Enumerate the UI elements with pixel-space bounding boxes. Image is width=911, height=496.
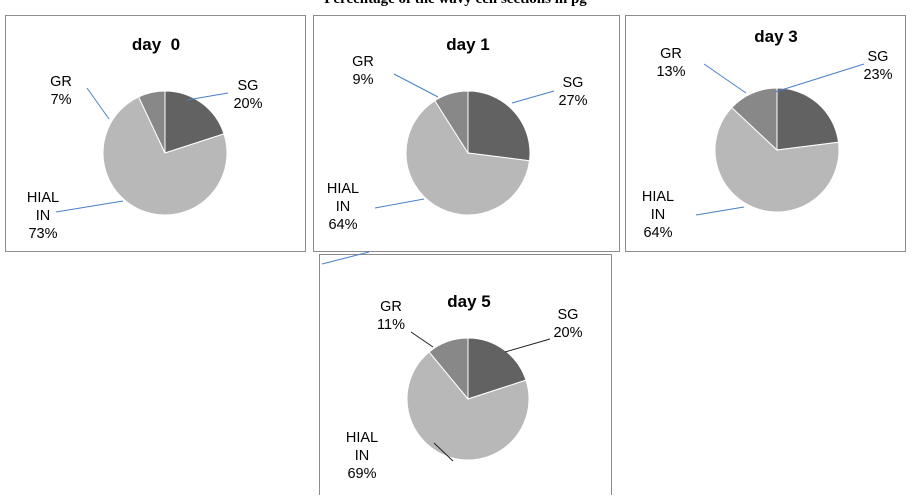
leader-line-hialin xyxy=(55,200,124,213)
data-label-hialin: HIAL IN 69% xyxy=(346,430,378,482)
pie-slice-sg xyxy=(467,337,527,400)
data-label-sg-line: 20% xyxy=(553,325,582,341)
data-label-gr: GR 9% xyxy=(352,54,374,88)
leader-line-hialin xyxy=(695,206,745,216)
leader-line-gr xyxy=(703,63,747,94)
data-label-gr-line: GR xyxy=(660,46,682,62)
data-label-hialin-line: IN xyxy=(336,199,351,215)
data-label-sg-line: SG xyxy=(563,75,584,91)
figure-title: Percentage of the wavy cell sections in … xyxy=(0,0,911,8)
leader-line-hialin xyxy=(433,442,454,462)
pie-slice-gr xyxy=(434,90,469,155)
data-label-sg-line: 27% xyxy=(558,93,587,109)
data-label-gr-line: 11% xyxy=(377,317,405,333)
leader-line-gr xyxy=(393,73,439,98)
leader-line-sg xyxy=(504,338,551,353)
data-label-gr-line: 13% xyxy=(656,64,685,80)
pie-slice-gr xyxy=(137,90,166,154)
pie-slice-hialin xyxy=(102,96,228,216)
pie-title: day 3 xyxy=(754,27,797,46)
data-label-gr-line: GR xyxy=(50,74,72,90)
pie-slice-hialin xyxy=(406,351,530,461)
pie-slice-sg xyxy=(164,90,225,154)
pie-panel-day-3: day 3 SG 23% GR 13% HIAL IN 64% xyxy=(625,15,906,252)
leader-line-hialin xyxy=(374,198,425,209)
pie-slice-gr xyxy=(428,337,469,401)
data-label-sg-line: 23% xyxy=(863,67,892,83)
data-label-sg-line: SG xyxy=(238,78,259,94)
pie-slice-hialin xyxy=(714,106,840,213)
data-label-hialin: HIAL IN 64% xyxy=(642,189,674,241)
leader-line-gr xyxy=(86,87,110,120)
data-label-gr-line: GR xyxy=(380,299,402,315)
leader-line-sg xyxy=(186,92,229,101)
data-label-sg: SG 20% xyxy=(553,307,582,341)
pie-chart-day-0: day 0 SG 20% GR 7% HIAL IN 73% xyxy=(27,35,263,242)
pie-slice-gr xyxy=(731,87,778,152)
leader-line-sg xyxy=(774,63,865,93)
data-label-sg: SG 20% xyxy=(233,78,262,112)
data-label-hialin-line: 64% xyxy=(328,217,357,233)
pie-title: day 0 xyxy=(132,35,180,54)
data-label-hialin: HIAL IN 73% xyxy=(27,190,59,242)
data-label-gr: GR 7% xyxy=(50,74,72,108)
data-label-hialin-line: 69% xyxy=(347,466,376,482)
data-label-hialin-line: 64% xyxy=(643,225,672,241)
data-label-hialin-line: IN xyxy=(355,448,370,464)
data-label-sg-line: SG xyxy=(558,307,579,323)
data-label-sg-line: 20% xyxy=(233,96,262,112)
data-label-gr-line: GR xyxy=(352,54,374,70)
pie-chart-day-5: day 5 SG 20% GR 11% HIAL IN 69% xyxy=(346,292,583,482)
pie-chart-day-1: day 1 SG 27% GR 9% HIAL IN 64% xyxy=(327,35,588,233)
data-label-hialin-line: HIAL xyxy=(642,189,674,205)
leader-line-gr xyxy=(410,331,434,348)
pie-slice-sg xyxy=(467,90,531,162)
data-label-hialin-line: HIAL xyxy=(327,181,359,197)
data-label-hialin: HIAL IN 64% xyxy=(327,181,359,233)
data-label-gr-line: 7% xyxy=(51,92,72,108)
data-label-hialin-line: HIAL xyxy=(346,430,378,446)
pie-slice-hialin xyxy=(405,99,531,216)
data-label-sg: SG 23% xyxy=(863,49,892,83)
pie-panel-day-0: day 0 SG 20% GR 7% HIAL IN 73% xyxy=(5,15,306,252)
data-label-hialin-line: HIAL xyxy=(27,190,59,206)
pie-slice-sg xyxy=(776,87,840,151)
pie-panel-day-5: day 5 SG 20% GR 11% HIAL IN 69% xyxy=(319,254,612,495)
data-label-hialin-line: IN xyxy=(36,208,51,224)
pie-title: day 1 xyxy=(446,35,489,54)
leader-line-sg xyxy=(511,90,555,104)
data-label-gr-line: 9% xyxy=(353,72,374,88)
pie-title: day 5 xyxy=(447,292,490,311)
pie-chart-day-3: day 3 SG 23% GR 13% HIAL IN 64% xyxy=(642,27,893,241)
data-label-hialin-line: IN xyxy=(651,207,666,223)
data-label-sg: SG 27% xyxy=(558,75,587,109)
pie-panel-day-1: day 1 SG 27% GR 9% HIAL IN 64% xyxy=(313,15,620,252)
data-label-hialin-line: 73% xyxy=(28,226,57,242)
data-label-sg-line: SG xyxy=(868,49,889,65)
data-label-gr: GR 11% xyxy=(377,299,405,333)
data-label-gr: GR 13% xyxy=(656,46,685,80)
